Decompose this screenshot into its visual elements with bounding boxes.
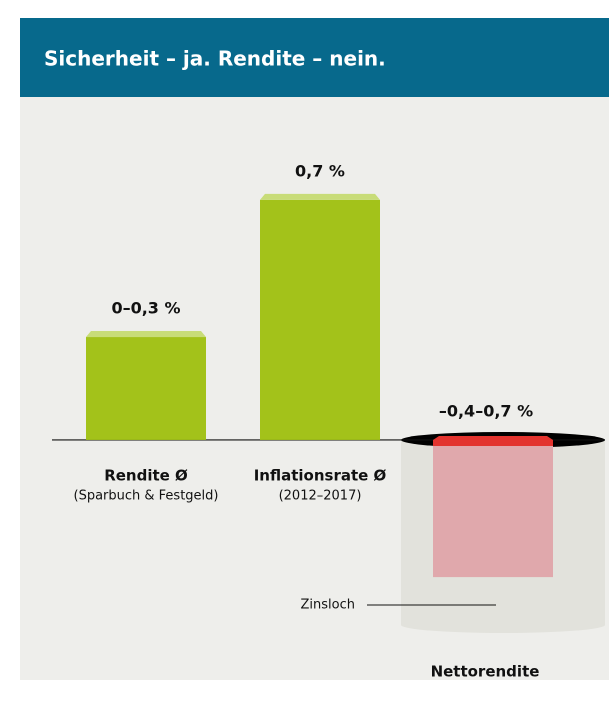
bar: [86, 337, 206, 440]
bar-top: [260, 194, 380, 200]
red-cap: [433, 436, 553, 446]
category-label: Nettorendite: [431, 663, 540, 681]
chart-title: Sicherheit – ja. Rendite – nein.: [44, 47, 386, 71]
category-label: Inflationsrate Ø: [254, 466, 387, 484]
bar: [433, 440, 553, 577]
value-label: –0,4–0,7 %: [439, 401, 533, 420]
category-note: (Sparbuch & Festgeld): [74, 488, 219, 503]
hole-bottom: [401, 617, 605, 633]
bar: [260, 200, 380, 440]
category-note: (2012–2017): [279, 488, 362, 503]
bar-top: [86, 331, 206, 337]
category-label: Rendite Ø: [104, 466, 188, 484]
chart: Sicherheit – ja. Rendite – nein. Zinsloc…: [0, 0, 609, 709]
value-label: 0,7 %: [295, 161, 345, 180]
value-label: 0–0,3 %: [111, 299, 180, 318]
annotation: Zinsloch: [301, 598, 355, 613]
